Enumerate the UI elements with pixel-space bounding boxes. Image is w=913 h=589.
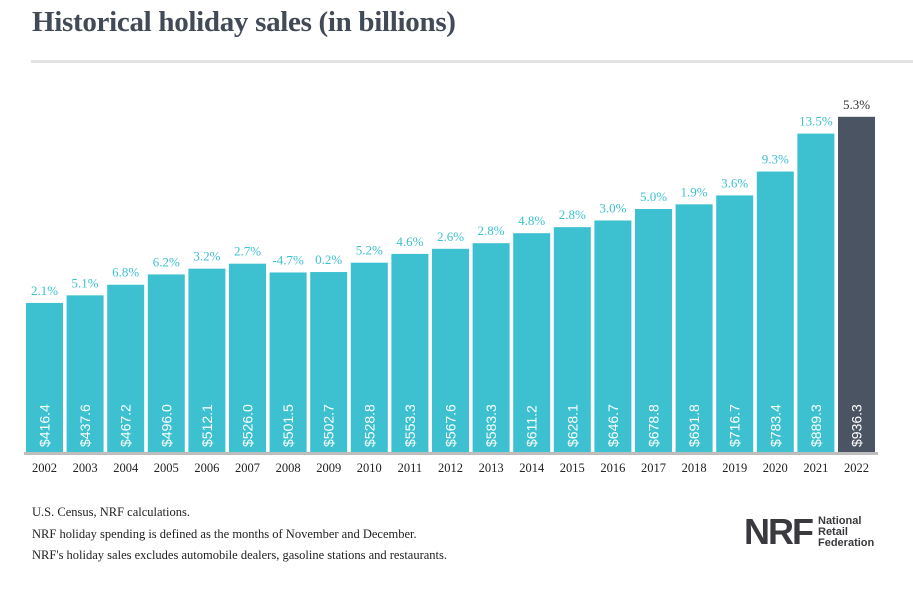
growth-label: 0.2% [315, 252, 342, 267]
growth-label: -4.7% [272, 252, 304, 267]
bar-2015 [553, 227, 591, 452]
growth-label: 4.8% [518, 213, 545, 228]
growth-label: 5.3% [843, 97, 870, 112]
bar-2010 [350, 262, 388, 452]
x-tick-label: 2014 [519, 461, 545, 475]
bar-2021 [797, 133, 835, 452]
x-tick-label: 2004 [113, 461, 139, 475]
x-tick-label: 2021 [803, 461, 828, 475]
growth-label: 3.2% [193, 249, 220, 264]
bar-2019 [716, 195, 754, 453]
growth-label: 9.3% [762, 152, 789, 167]
bar-2014 [513, 233, 551, 452]
bar-2005 [147, 274, 185, 452]
x-tick-label: 2002 [32, 461, 57, 475]
x-tick-label: 2009 [316, 461, 341, 475]
bar-2004 [107, 284, 145, 452]
x-tick-label: 2012 [438, 461, 463, 475]
value-label: $528.8 [361, 404, 377, 447]
x-tick-label: 2013 [479, 461, 504, 475]
value-label: $501.5 [280, 404, 296, 447]
nrf-logo: NRF National Retail Federation [744, 514, 874, 550]
x-tick-label: 2007 [235, 461, 260, 475]
value-label: $416.4 [37, 404, 53, 447]
growth-label: 4.6% [396, 234, 423, 249]
bar-2011 [391, 253, 429, 452]
growth-label: 5.1% [72, 275, 99, 290]
x-tick-label: 2017 [641, 461, 666, 475]
value-label: $437.6 [77, 404, 93, 447]
value-label: $628.1 [564, 404, 580, 447]
value-label: $611.2 [524, 405, 540, 447]
x-tick-label: 2003 [73, 461, 98, 475]
value-label: $526.0 [240, 404, 256, 447]
growth-label: 5.0% [640, 189, 667, 204]
bar-2002 [26, 302, 63, 452]
growth-label: 2.8% [559, 207, 586, 222]
x-tick-label: 2022 [844, 461, 869, 475]
value-label: $567.6 [443, 404, 459, 447]
growth-label: 2.1% [31, 283, 58, 298]
x-tick-label: 2008 [276, 461, 301, 475]
value-label: $678.8 [646, 404, 662, 447]
definition-note: NRF holiday spending is defined as the m… [32, 526, 417, 541]
bar-2007 [229, 263, 266, 452]
x-tick-label: 2020 [763, 461, 788, 475]
bar-2006 [188, 268, 226, 452]
x-tick-label: 2011 [398, 461, 423, 475]
bar-2012 [432, 248, 469, 452]
bar-2022 [838, 116, 875, 452]
bar-chart: 2.1% $416.4 2002 5.1% $437.6 2003 6.8% $467.2 20… [24, 97, 878, 475]
source-note: U.S. Census, NRF calculations. [32, 505, 190, 519]
logo-mark: NRF [744, 511, 814, 552]
growth-label: 2.8% [478, 223, 505, 238]
x-tick-label: 2018 [682, 461, 707, 475]
growth-label: 5.2% [356, 243, 383, 258]
exclusion-note: NRF's holiday sales excludes automobile … [32, 548, 448, 562]
x-tick-label: 2005 [154, 461, 179, 475]
growth-label: 13.5% [799, 114, 833, 129]
growth-label: 3.6% [721, 175, 748, 190]
x-tick-label: 2019 [722, 461, 747, 475]
value-label: $583.3 [483, 404, 499, 447]
bar-2018 [675, 204, 713, 452]
value-label: $936.3 [849, 404, 865, 447]
bar-2003 [66, 295, 104, 452]
bar-2009 [310, 272, 348, 452]
x-tick-label: 2010 [357, 461, 382, 475]
logo-text: National Retail Federation [818, 514, 875, 549]
value-label: $783.4 [767, 404, 783, 447]
value-label: $716.7 [727, 404, 743, 447]
bar-2020 [756, 171, 794, 453]
value-label: $502.7 [321, 404, 337, 447]
value-label: $646.7 [605, 404, 621, 447]
growth-label: 2.7% [234, 244, 261, 259]
x-tick-label: 2015 [560, 461, 585, 475]
growth-label: 6.2% [153, 254, 180, 269]
value-label: $496.0 [158, 404, 174, 447]
x-tick-label: 2006 [194, 461, 219, 475]
value-label: $691.8 [686, 404, 702, 447]
value-label: $889.3 [808, 404, 824, 447]
bar-2013 [472, 243, 510, 452]
growth-label: 2.6% [437, 229, 464, 244]
bar-2017 [635, 208, 672, 452]
value-label: $512.1 [199, 404, 215, 447]
growth-label: 1.9% [681, 184, 708, 199]
footnotes: U.S. Census, NRF calculations. NRF holid… [32, 502, 447, 567]
bar-2008 [269, 272, 307, 452]
x-tick-label: 2016 [600, 461, 625, 475]
title-divider [31, 60, 913, 63]
growth-label: 6.8% [112, 265, 139, 280]
growth-label: 3.0% [599, 200, 626, 215]
value-label: $467.2 [118, 404, 134, 447]
value-label: $553.3 [402, 404, 418, 447]
chart-title: Historical holiday sales (in billions) [32, 6, 456, 38]
bar-2016 [594, 220, 632, 452]
